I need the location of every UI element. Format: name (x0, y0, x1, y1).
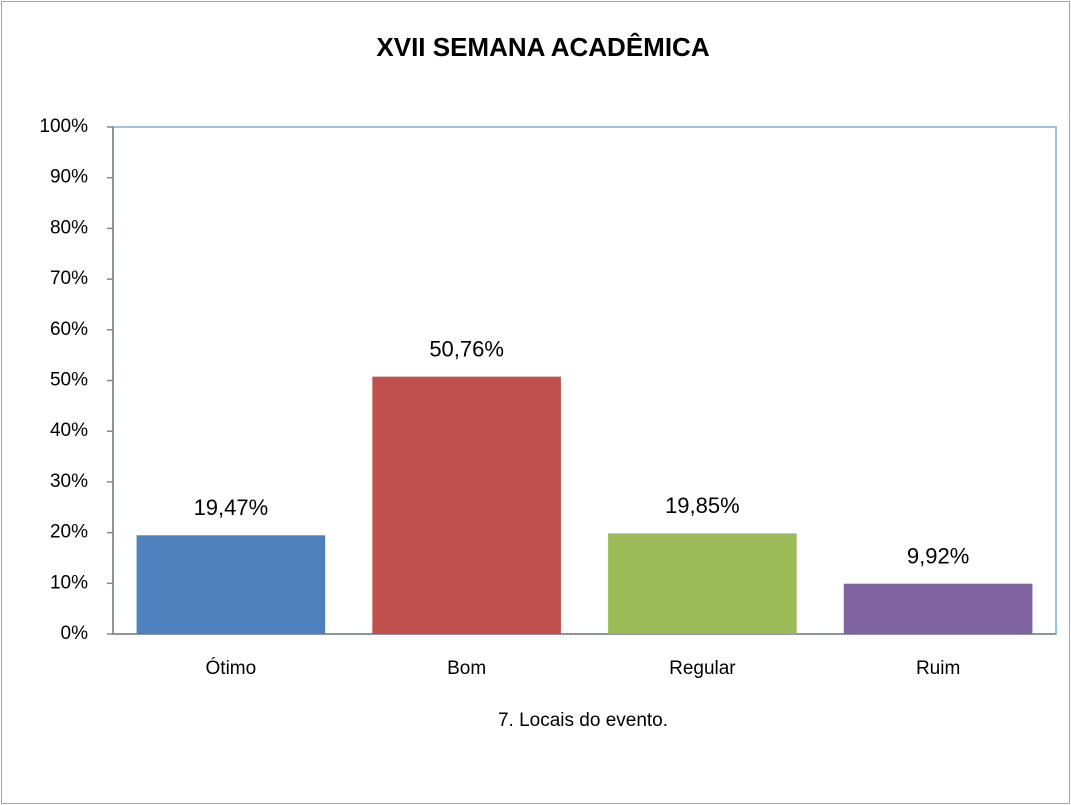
bar (843, 583, 1033, 634)
y-tick-label: 0% (61, 623, 89, 644)
value-label: 50,76% (429, 336, 504, 361)
x-axis-label: 7. Locais do evento. (498, 710, 668, 731)
value-label: 19,85% (665, 493, 740, 518)
x-tick-label: Bom (447, 658, 486, 679)
value-label: 19,47% (194, 495, 269, 520)
y-tick-label: 100% (39, 116, 88, 137)
x-tick-label: Regular (669, 658, 736, 679)
bar (608, 533, 797, 634)
y-tick-label: 90% (50, 167, 88, 188)
y-tick-label: 10% (50, 572, 88, 593)
value-label: 9,92% (907, 544, 969, 569)
y-tick-label: 50% (50, 370, 88, 391)
chart-title: XVII SEMANA ACADÊMICA (376, 32, 709, 62)
y-tick-label: 20% (50, 522, 88, 543)
y-tick-label: 80% (50, 217, 88, 238)
y-tick-label: 60% (50, 319, 88, 340)
x-tick-label: Ótimo (206, 657, 257, 679)
x-tick-label: Ruim (916, 658, 960, 679)
y-tick-label: 40% (50, 420, 88, 441)
y-tick-label: 70% (50, 268, 88, 289)
bar (136, 535, 326, 634)
bar (372, 376, 561, 634)
y-tick-label: 30% (50, 471, 88, 492)
